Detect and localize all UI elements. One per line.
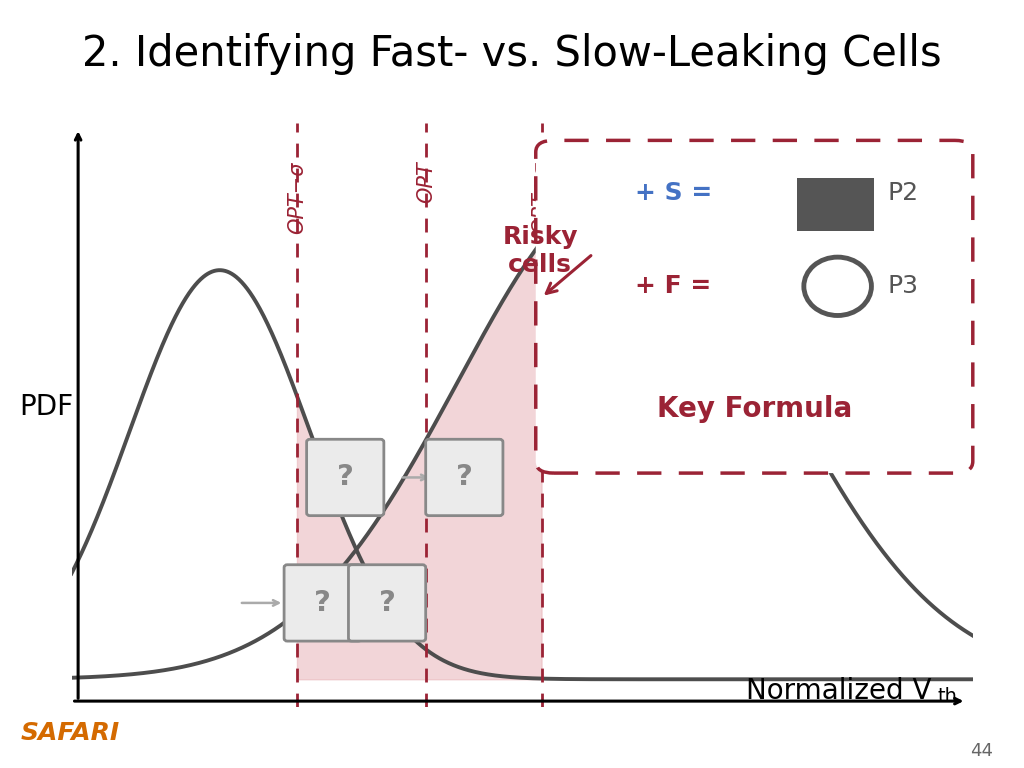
FancyBboxPatch shape bbox=[426, 439, 503, 515]
Text: + F =: + F = bbox=[635, 274, 711, 298]
Text: Normalized V: Normalized V bbox=[746, 677, 932, 705]
Text: 44: 44 bbox=[971, 743, 993, 760]
Text: ?: ? bbox=[314, 589, 331, 617]
Text: P2: P2 bbox=[887, 181, 919, 205]
Text: ?: ? bbox=[379, 589, 395, 617]
Text: 2. Identifying Fast- vs. Slow-Leaking Cells: 2. Identifying Fast- vs. Slow-Leaking Ce… bbox=[82, 33, 942, 74]
Text: PDF: PDF bbox=[18, 392, 73, 421]
Text: OPT: OPT bbox=[416, 161, 435, 203]
FancyBboxPatch shape bbox=[348, 564, 426, 641]
Text: OPT−σ: OPT−σ bbox=[287, 161, 307, 233]
Text: th: th bbox=[938, 687, 957, 706]
Text: ?: ? bbox=[456, 463, 473, 492]
FancyBboxPatch shape bbox=[284, 564, 361, 641]
Text: Key Formula: Key Formula bbox=[656, 395, 852, 423]
Text: + S =: + S = bbox=[635, 181, 712, 205]
Text: P3: P3 bbox=[887, 274, 919, 298]
FancyBboxPatch shape bbox=[536, 141, 973, 473]
Text: OPT+σ: OPT+σ bbox=[531, 161, 552, 233]
Text: SAFARI: SAFARI bbox=[20, 721, 120, 745]
FancyBboxPatch shape bbox=[306, 439, 384, 515]
Text: Risky
cells: Risky cells bbox=[503, 225, 578, 277]
Text: ?: ? bbox=[337, 463, 353, 492]
FancyBboxPatch shape bbox=[797, 178, 873, 231]
